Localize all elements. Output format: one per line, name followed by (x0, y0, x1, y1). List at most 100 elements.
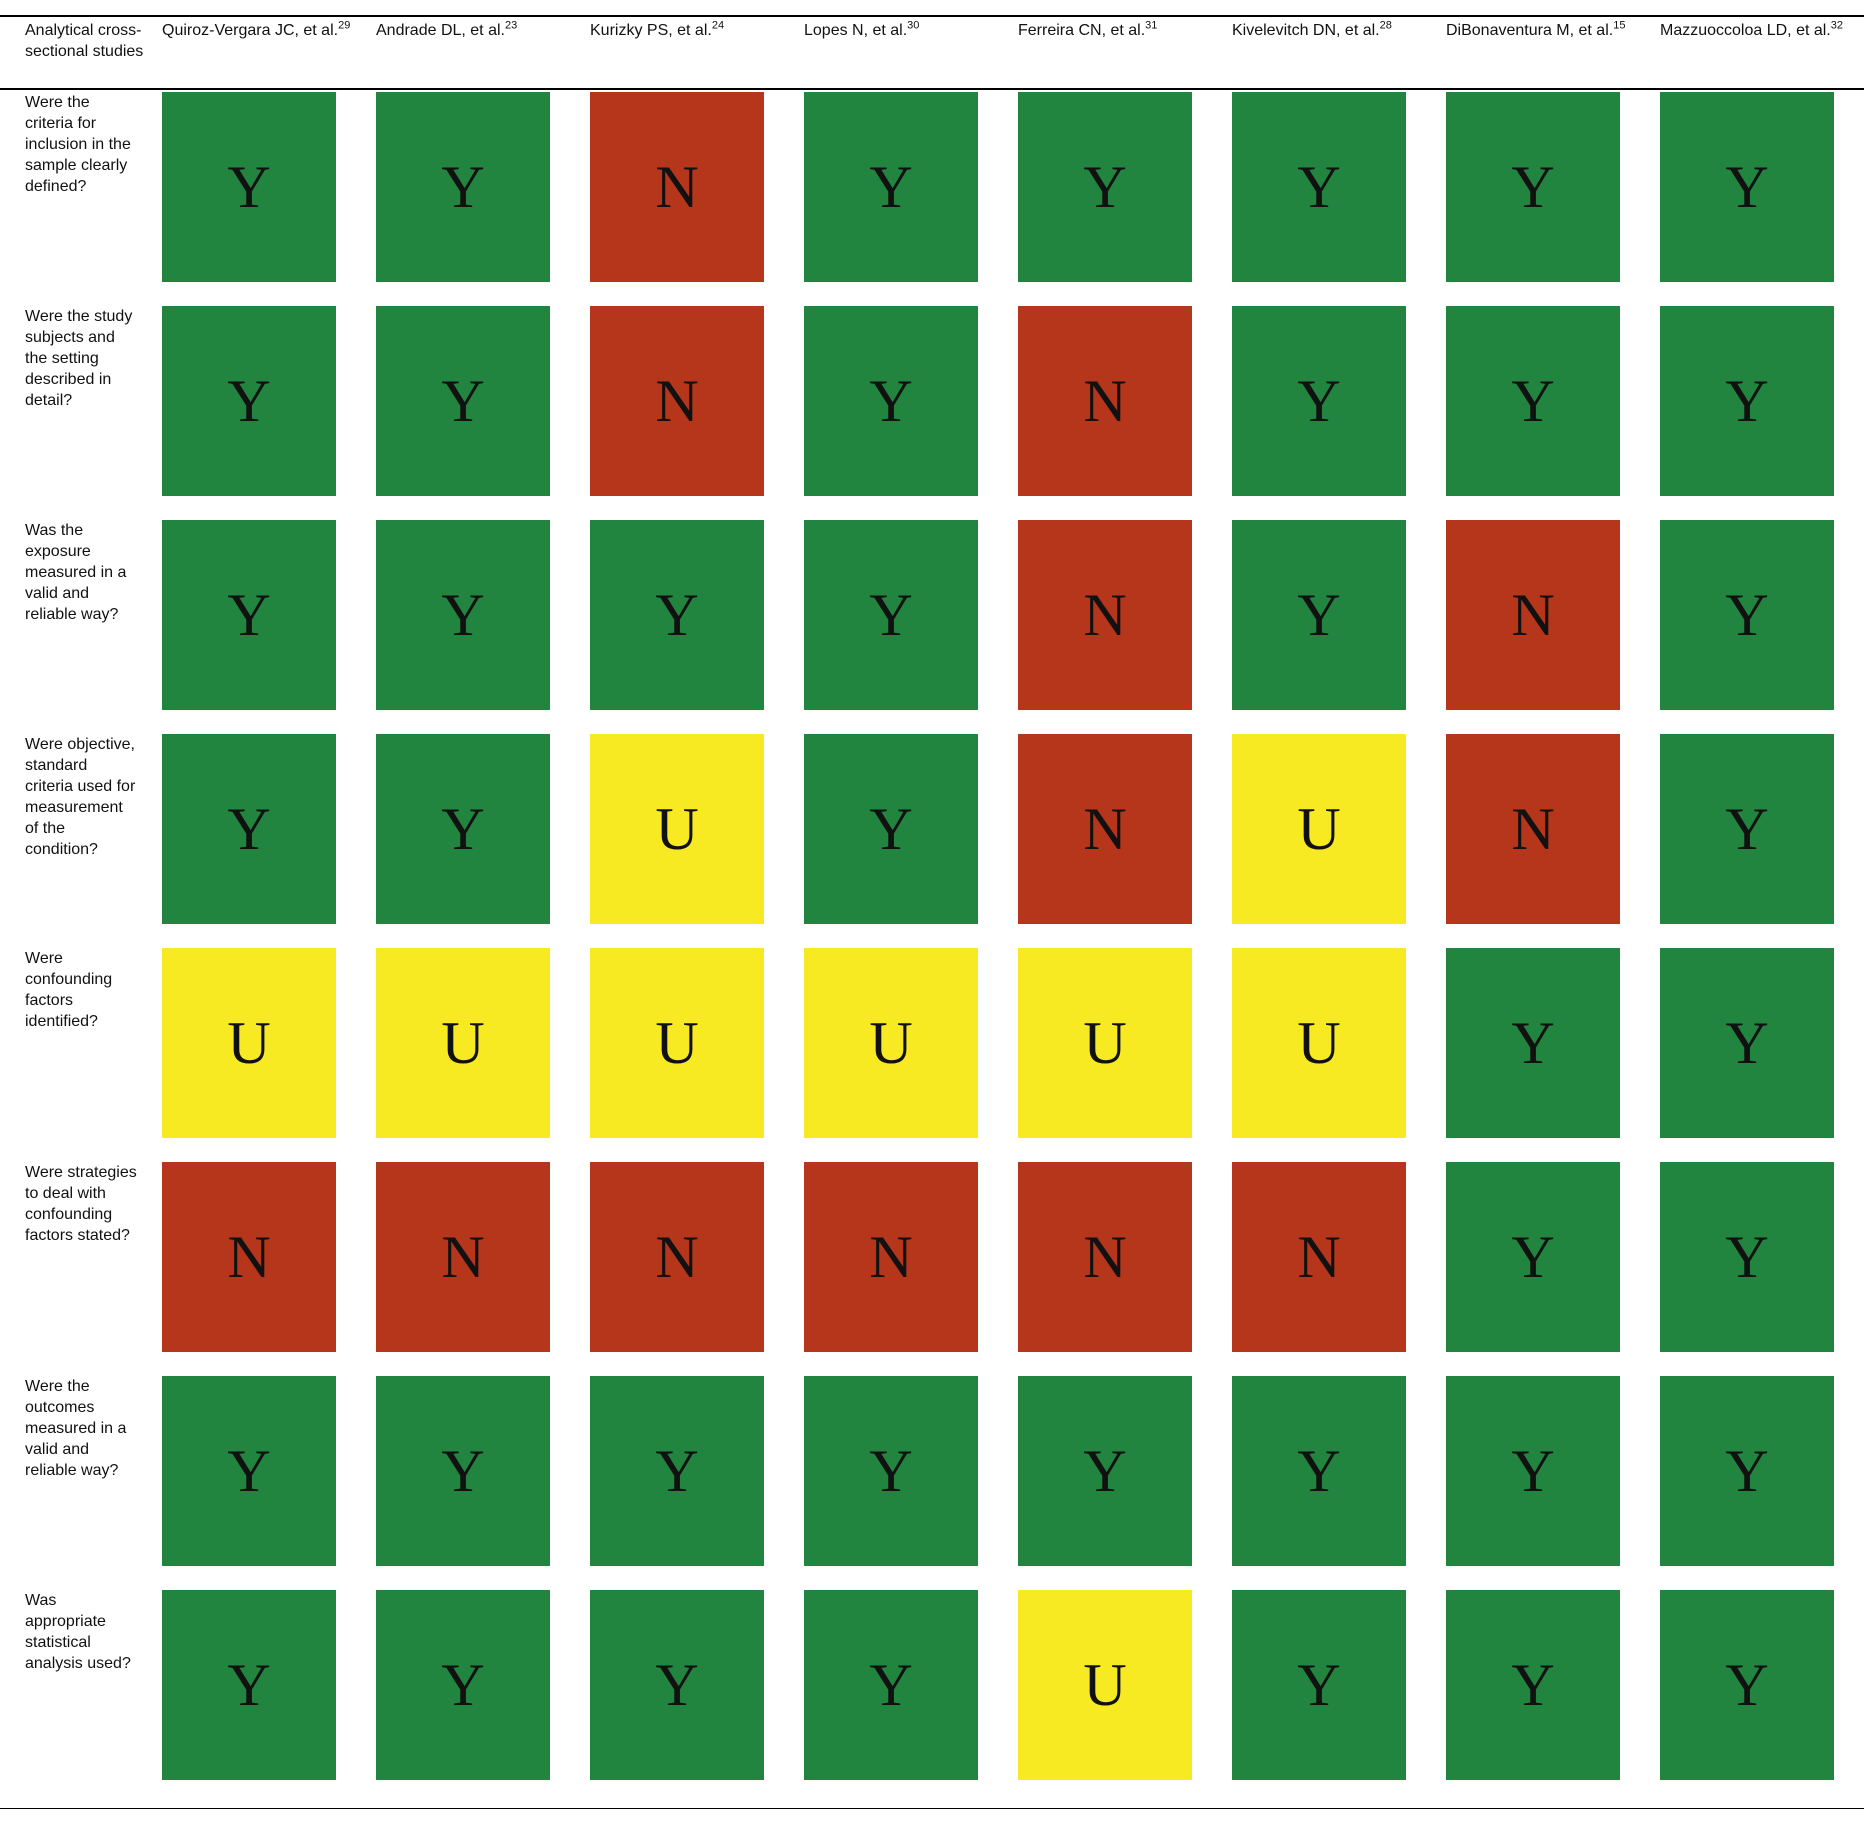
rating-label: Y (227, 1652, 271, 1718)
rating-label: Y (1511, 368, 1555, 434)
rating-cell: Y (804, 1376, 978, 1566)
rating-label: Y (1725, 1010, 1769, 1076)
rating-label: Y (441, 368, 485, 434)
rating-cell: Y (1018, 92, 1192, 282)
rating-label: N (1083, 1224, 1127, 1290)
rating-label: N (1297, 1224, 1341, 1290)
study-header: DiBonaventura M, et al.15 (1446, 20, 1625, 41)
rating-cell: Y (162, 1590, 336, 1780)
rating-label: Y (1511, 1224, 1555, 1290)
question-label: Were strategies to deal with confounding… (25, 1164, 137, 1244)
rating-cell: Y (1660, 1162, 1834, 1352)
rating-cell: Y (1232, 520, 1406, 710)
rating-label: U (1083, 1010, 1127, 1076)
rating-cell: Y (1660, 948, 1834, 1138)
rating-cell: Y (162, 520, 336, 710)
rating-cell: Y (804, 520, 978, 710)
rating-cell: Y (1660, 520, 1834, 710)
rating-cell: N (1018, 1162, 1192, 1352)
rating-cell: Y (1446, 1162, 1620, 1352)
rating-cell: U (162, 948, 336, 1138)
rating-cell: U (1018, 948, 1192, 1138)
rating-label: N (655, 154, 699, 220)
rating-cell: N (1232, 1162, 1406, 1352)
rating-label: Y (1297, 1652, 1341, 1718)
rating-cell: Y (804, 734, 978, 924)
rating-label: Y (1297, 582, 1341, 648)
rating-cell: Y (376, 1376, 550, 1566)
rating-cell: N (1018, 734, 1192, 924)
rating-cell: Y (1232, 1590, 1406, 1780)
rating-cell: Y (1232, 92, 1406, 282)
study-header: Kurizky PS, et al.24 (590, 20, 724, 41)
question-label: Was the exposure measured in a valid and… (25, 522, 127, 623)
rating-label: Y (869, 368, 913, 434)
rating-cell: U (1232, 734, 1406, 924)
rating-label: Y (1725, 154, 1769, 220)
rating-label: Y (441, 1652, 485, 1718)
rating-label: Y (655, 582, 699, 648)
rating-label: Y (227, 582, 271, 648)
rating-cell: U (590, 948, 764, 1138)
question-label: Was appropriate statistical analysis use… (25, 1592, 131, 1672)
study-reference: 28 (1379, 19, 1392, 32)
rating-label: Y (1725, 1438, 1769, 1504)
rating-label: Y (869, 1652, 913, 1718)
bottom-rule (0, 1808, 1864, 1809)
rating-cell: Y (162, 1376, 336, 1566)
rating-cell: Y (804, 1590, 978, 1780)
question-label: Were the criteria for inclusion in the s… (25, 94, 131, 195)
rating-label: Y (1083, 154, 1127, 220)
question-label: Were the study subjects and the setting … (25, 308, 133, 409)
rating-cell: U (376, 948, 550, 1138)
rating-cell: U (1018, 1590, 1192, 1780)
rating-cell: Y (1660, 1376, 1834, 1566)
rating-label: Y (869, 582, 913, 648)
top-rule (0, 15, 1864, 17)
rating-label: U (441, 1010, 485, 1076)
rating-cell: N (1018, 306, 1192, 496)
rating-cell: Y (590, 1590, 764, 1780)
rating-label: U (227, 1010, 271, 1076)
rating-label: Y (227, 796, 271, 862)
question-label: Were confounding factors identified? (25, 950, 113, 1030)
rating-label: Y (1725, 796, 1769, 862)
rating-label: Y (1297, 154, 1341, 220)
rating-cell: Y (590, 520, 764, 710)
study-name: Quiroz-Vergara JC, et al. (162, 22, 339, 39)
study-header: Mazzuoccoloa LD, et al.32 (1660, 20, 1843, 41)
rating-cell: N (1446, 520, 1620, 710)
study-reference: 23 (504, 19, 518, 32)
rating-label: Y (1511, 1438, 1555, 1504)
rating-cell: N (590, 92, 764, 282)
rating-label: U (869, 1010, 913, 1076)
rating-cell: Y (1660, 1590, 1834, 1780)
rating-cell: Y (804, 92, 978, 282)
rating-cell: Y (376, 734, 550, 924)
rating-cell: Y (804, 306, 978, 496)
rating-label: N (227, 1224, 271, 1290)
rating-cell: U (804, 948, 978, 1138)
rating-label: U (1083, 1652, 1127, 1718)
rating-label: N (1083, 582, 1127, 648)
rating-label: Y (441, 154, 485, 220)
study-name: Kurizky PS, et al. (590, 22, 712, 39)
rating-cell: Y (376, 306, 550, 496)
rating-cell: Y (1446, 306, 1620, 496)
rating-label: U (1297, 1010, 1341, 1076)
rating-cell: Y (1660, 92, 1834, 282)
rating-cell: N (590, 1162, 764, 1352)
rating-label: Y (1511, 154, 1555, 220)
rating-cell: Y (376, 1590, 550, 1780)
rating-cell: Y (1446, 1376, 1620, 1566)
study-name: DiBonaventura M, et al. (1446, 22, 1614, 39)
header-rule (0, 88, 1864, 90)
rating-label: Y (1511, 1652, 1555, 1718)
rating-label: Y (1511, 1010, 1555, 1076)
rating-label: N (655, 1224, 699, 1290)
rating-cell: N (590, 306, 764, 496)
study-header: Ferreira CN, et al.31 (1018, 20, 1157, 41)
study-reference: 29 (338, 19, 351, 32)
rating-cell: Y (1446, 1590, 1620, 1780)
